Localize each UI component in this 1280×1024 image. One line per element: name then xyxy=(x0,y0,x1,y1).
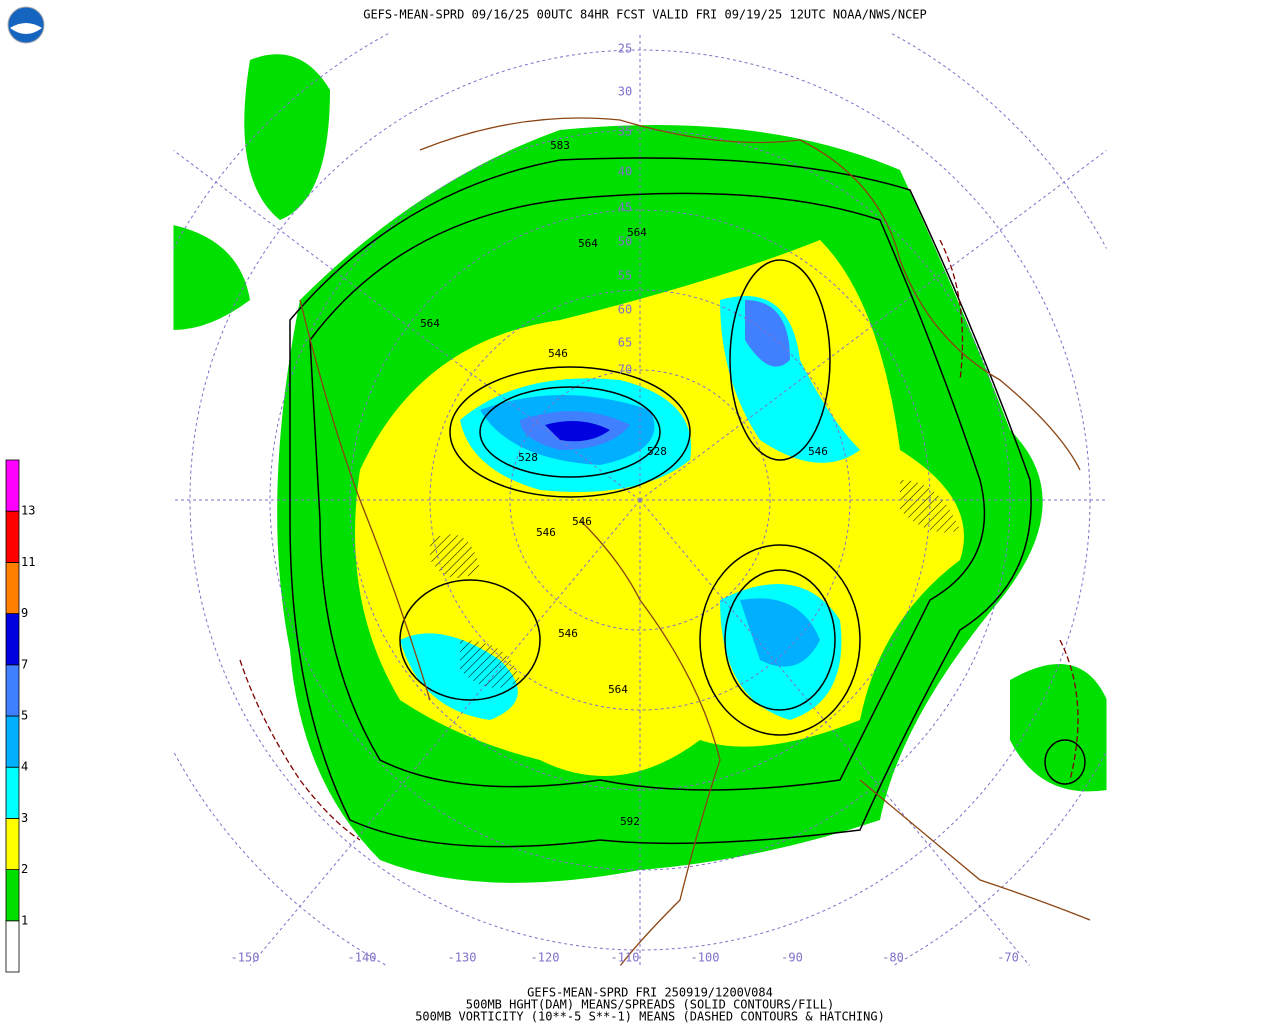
longitude-label: -130 xyxy=(448,951,477,965)
colorbar: 1 2 3 4 5 7 9 11 13 xyxy=(5,459,35,973)
contour-label: 564 xyxy=(627,226,647,239)
latitude-label: 40 xyxy=(618,165,632,179)
colorbar-swatch xyxy=(5,510,20,563)
longitude-label: -100 xyxy=(691,951,720,965)
longitude-label: -120 xyxy=(531,951,560,965)
colorbar-label: 7 xyxy=(21,657,28,671)
latitude-label: 35 xyxy=(618,125,632,139)
contour-label: 564 xyxy=(608,683,628,696)
latitude-label: 60 xyxy=(618,303,632,317)
map-area xyxy=(173,33,1107,966)
colorbar-swatch xyxy=(5,818,20,871)
latitude-label: 25 xyxy=(618,42,632,56)
longitude-label: -90 xyxy=(781,951,803,965)
latitude-label: 30 xyxy=(618,85,632,99)
colorbar-label: 9 xyxy=(21,606,28,620)
colorbar-swatch xyxy=(5,766,20,819)
latitude-label: 70 xyxy=(618,363,632,377)
footer-line: 500MB HGHT(DAM) MEANS/SPREADS (SOLID CON… xyxy=(466,998,834,1012)
latitude-label: 65 xyxy=(618,336,632,350)
contour-label: 546 xyxy=(548,347,568,360)
contour-label: 546 xyxy=(536,526,556,539)
colorbar-label: 11 xyxy=(21,555,35,569)
contour-label: 546 xyxy=(572,515,592,528)
contour-label: 592 xyxy=(620,815,640,828)
colorbar-swatch xyxy=(5,459,20,512)
contour-label: 528 xyxy=(647,445,667,458)
colorbar-swatch xyxy=(5,869,20,922)
colorbar-swatch xyxy=(5,664,20,717)
contour-label: 546 xyxy=(558,627,578,640)
footer-line: 500MB VORTICITY (10**-5 S**-1) MEANS (DA… xyxy=(415,1010,885,1024)
colorbar-label: 3 xyxy=(21,811,28,825)
colorbar-label: 5 xyxy=(21,709,28,723)
colorbar-swatch xyxy=(5,715,20,768)
latitude-label: 50 xyxy=(618,235,632,249)
longitude-label: -70 xyxy=(997,951,1019,965)
latitude-label: 55 xyxy=(618,269,632,283)
colorbar-swatch xyxy=(5,920,20,973)
colorbar-swatch xyxy=(5,613,20,666)
longitude-label: -150 xyxy=(231,951,260,965)
contour-label: 564 xyxy=(578,237,598,250)
title: GEFS-MEAN-SPRD 09/16/25 00UTC 84HR FCST … xyxy=(363,8,927,22)
footer: GEFS-MEAN-SPRD FRI 250919/1200V084500MB … xyxy=(415,986,885,1024)
colorbar-swatch xyxy=(5,562,20,615)
contour-label: 546 xyxy=(808,445,828,458)
colorbar-label: 4 xyxy=(21,760,28,774)
colorbar-label: 13 xyxy=(21,504,35,518)
latitude-label: 45 xyxy=(618,201,632,215)
colorbar-label: 1 xyxy=(21,913,28,927)
logo xyxy=(7,6,45,44)
longitude-label: -80 xyxy=(882,951,904,965)
contour-label: 528 xyxy=(518,451,538,464)
longitude-label: -110 xyxy=(611,951,640,965)
contour-label: 564 xyxy=(420,317,440,330)
map-labels: -150 -140 -130 -120 -110 -100 -90 -80 -70 25 30 35 4… xyxy=(231,42,1019,965)
longitude-label: -140 xyxy=(348,951,377,965)
contour-label: 583 xyxy=(550,139,570,152)
footer-line: GEFS-MEAN-SPRD FRI 250919/1200V084 xyxy=(527,986,773,1000)
colorbar-label: 2 xyxy=(21,862,28,876)
